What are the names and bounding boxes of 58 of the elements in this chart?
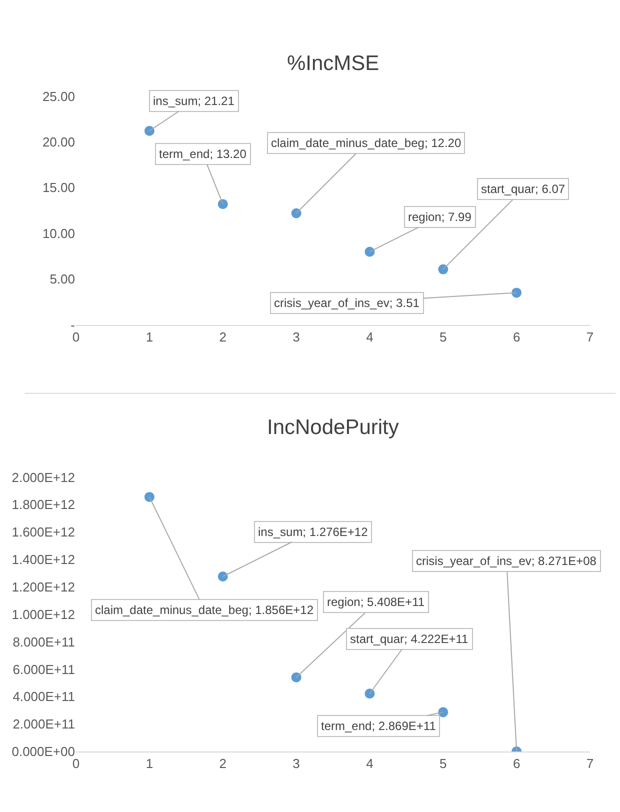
point (144, 126, 154, 136)
chart-title: %IncMSE (287, 52, 380, 75)
point (144, 492, 154, 502)
y-tick-label: 1.800E+12 (12, 497, 75, 512)
x-tick-label: 6 (512, 329, 520, 344)
point (218, 572, 228, 582)
x-tick-label: 0 (72, 329, 80, 344)
annotation: start_quar; 4.222E+11 (350, 632, 469, 646)
x-tick-label: 7 (586, 756, 594, 772)
y-tick-label: 4.000E+11 (12, 689, 75, 704)
point (364, 688, 375, 699)
y-tick-label: 20.00 (42, 134, 75, 150)
chart-title: IncNodePurity (267, 416, 400, 439)
y-tick-label: 1.600E+12 (12, 524, 75, 540)
annotation: crisis_year_of_ins_ev; 3.51 (274, 296, 420, 310)
x-tick-label: 1 (146, 329, 154, 344)
x-tick-label: 4 (366, 756, 374, 772)
point (291, 672, 302, 682)
x-tick-label: 3 (292, 756, 300, 772)
annotation: ins_sum; 21.21 (153, 94, 235, 108)
y-tick-label: 6.000E+11 (12, 662, 75, 677)
y-tick-label: - (70, 317, 75, 332)
x-tick-label: 3 (292, 329, 300, 344)
annotation: claim_date_minus_date_beg; 1.856E+12 (95, 603, 314, 617)
annotation: region; 7.99 (408, 210, 472, 224)
x-tick-label: 2 (219, 329, 226, 344)
x-tick-label: 5 (440, 756, 447, 772)
annotation: ins_sum; 1.276E+12 (258, 525, 368, 539)
annotation: term_end; 13.20 (159, 147, 247, 161)
x-tick-label: 0 (72, 756, 80, 772)
y-tick-label: 2.000E+12 (12, 470, 75, 485)
x-tick-label: 4 (366, 329, 374, 344)
annotation: term_end; 2.869E+11 (321, 719, 436, 733)
y-tick-label: 10.00 (42, 226, 75, 241)
y-tick-label: 5.00 (50, 272, 75, 287)
y-tick-label: 2.000E+11 (12, 716, 75, 732)
point (438, 264, 448, 274)
x-tick-label: 6 (512, 756, 520, 772)
annotation: start_quar; 6.07 (481, 182, 566, 196)
annotation: claim_date_minus_date_beg; 12.20 (271, 136, 462, 150)
point (291, 208, 302, 218)
point (512, 288, 522, 298)
y-tick-label: 25.00 (42, 88, 75, 104)
point (438, 707, 448, 718)
y-tick-label: 1.400E+12 (12, 552, 75, 568)
x-tick-label: 1 (146, 756, 154, 772)
y-tick-label: 0.000E+00 (12, 744, 75, 760)
y-tick-label: 8.000E+11 (12, 634, 75, 650)
x-tick-label: 5 (440, 329, 447, 344)
annotation: region; 5.408E+11 (327, 595, 425, 609)
x-tick-label: 2 (219, 756, 226, 772)
point (218, 199, 228, 210)
x-tick-label: 7 (586, 329, 594, 344)
y-tick-label: 1.000E+12 (12, 606, 75, 622)
y-tick-label: 1.200E+12 (12, 579, 75, 594)
point (364, 246, 375, 257)
annotation: crisis_year_of_ins_ev; 8.271E+08 (416, 554, 597, 568)
y-tick-label: 15.00 (42, 180, 75, 196)
